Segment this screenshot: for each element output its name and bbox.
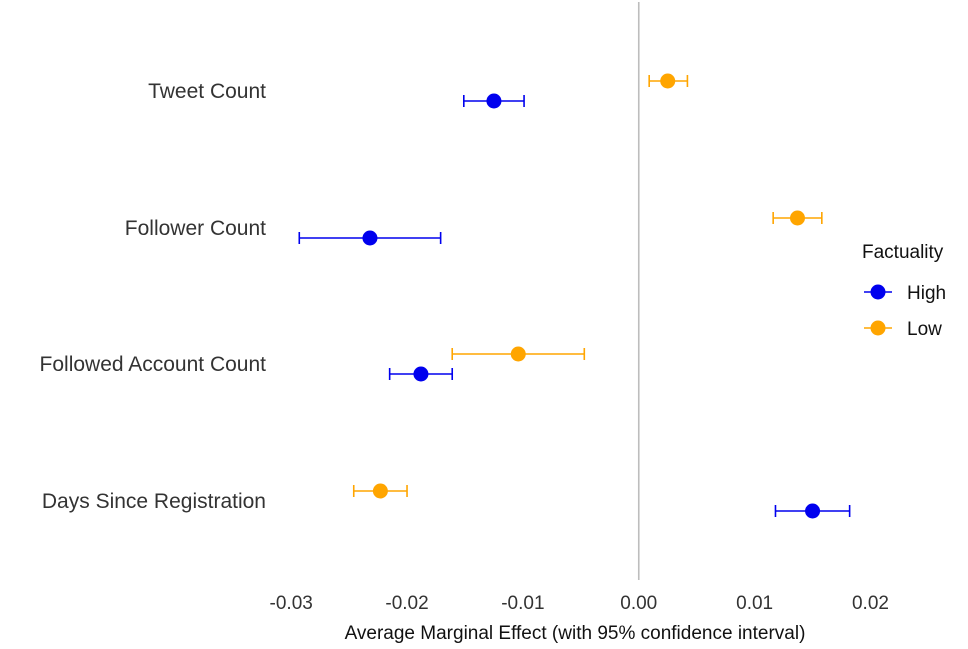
errorbar-high-0 xyxy=(463,93,525,109)
legend-title: Factuality xyxy=(862,242,944,263)
errorbar-high-1 xyxy=(298,230,442,246)
legend-label: High xyxy=(907,283,946,304)
legend-label: Low xyxy=(907,319,942,340)
errorbar-high-2 xyxy=(388,366,454,382)
x-axis-title: Average Marginal Effect (with 95% confid… xyxy=(345,623,806,644)
errorbar-low-2 xyxy=(451,346,586,362)
point-low xyxy=(789,210,805,226)
x-tick-label: -0.03 xyxy=(270,593,313,614)
point-low xyxy=(660,73,676,89)
x-tick-label: 0.01 xyxy=(736,593,773,614)
errorbar-low-3 xyxy=(352,483,408,499)
point-high xyxy=(413,366,429,382)
errorbar-low-0 xyxy=(648,73,689,89)
errorbar-high-3 xyxy=(774,503,851,519)
errorbar-low-1 xyxy=(772,210,823,226)
point-high xyxy=(486,93,502,109)
point-high xyxy=(362,230,378,246)
legend-item-high: High xyxy=(864,283,946,304)
x-tick-label: 0.00 xyxy=(620,593,657,614)
y-tick-label: Days Since Registration xyxy=(42,490,266,513)
point-low xyxy=(372,483,388,499)
x-tick-label: -0.01 xyxy=(501,593,544,614)
point-low xyxy=(510,346,526,362)
y-tick-label: Follower Count xyxy=(125,217,266,240)
x-tick-label: 0.02 xyxy=(852,593,889,614)
legend-item-low: Low xyxy=(864,319,942,340)
point-high xyxy=(805,503,821,519)
legend-key-point xyxy=(870,320,886,336)
x-tick-label: -0.02 xyxy=(385,593,428,614)
legend: Factuality High Low xyxy=(862,242,946,340)
y-tick-label: Tweet Count xyxy=(148,80,266,103)
legend-key-point xyxy=(870,284,886,300)
y-tick-label: Followed Account Count xyxy=(40,353,267,376)
